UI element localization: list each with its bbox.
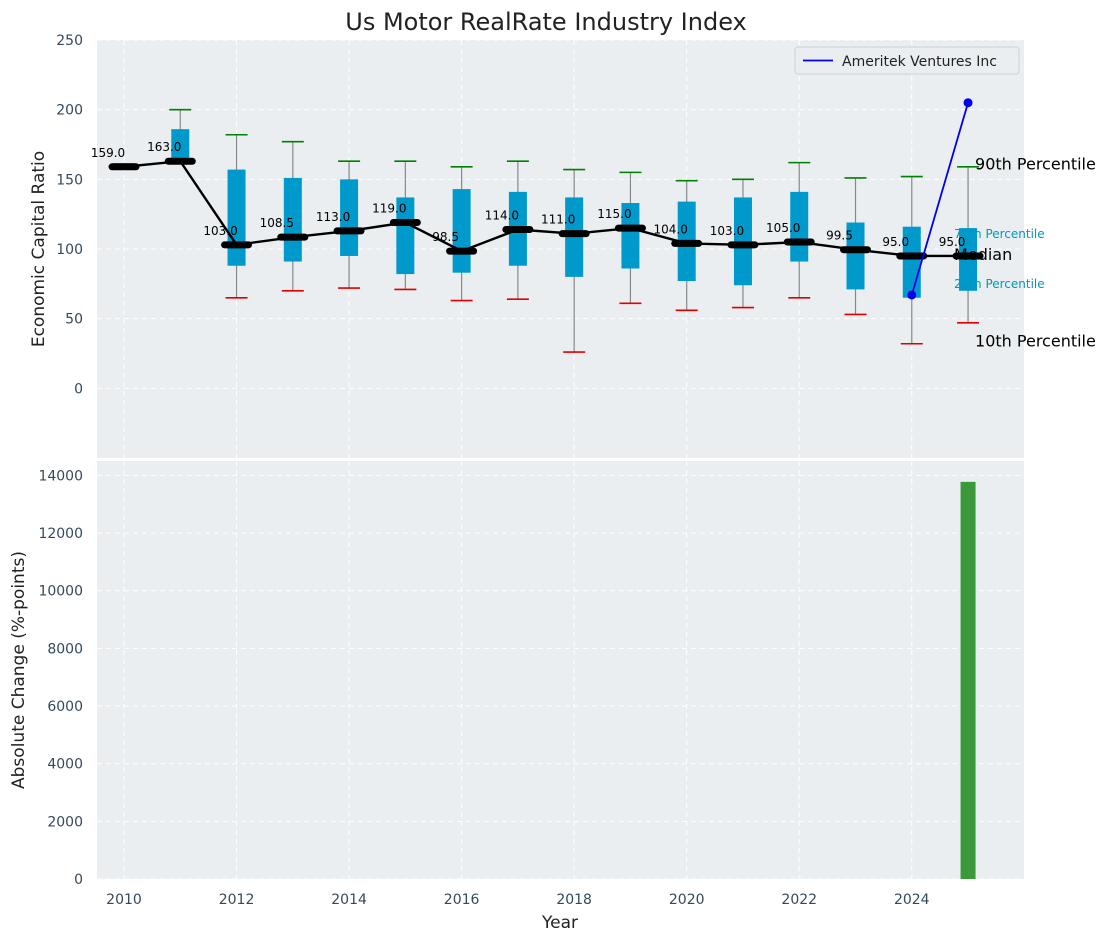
median-value-label: 119.0: [372, 202, 406, 216]
median-value-label: 163.0: [147, 140, 181, 154]
iqr-box: [227, 169, 246, 266]
iqr-box: [621, 203, 640, 269]
change-bar: [960, 481, 976, 879]
median-value-label: 111.0: [541, 213, 575, 227]
median-value-label: 103.0: [203, 224, 237, 238]
x-axis-label: Year: [541, 913, 578, 933]
chart-title: Us Motor RealRate Industry Index: [345, 8, 747, 36]
bottom-y-tick-label: 6000: [47, 699, 83, 715]
top-y-tick-label: 200: [56, 103, 83, 119]
company-point: [963, 98, 973, 108]
bottom-y-tick-label: 4000: [47, 757, 83, 773]
median-value-label: 114.0: [485, 208, 519, 222]
bar-plot-panel: 0 2000 4000 6000 8000 10000 12000 14000 2010 2012…: [38, 461, 1024, 908]
iqr-box: [846, 222, 865, 290]
median-value-label: 95.0: [939, 235, 966, 249]
legend-frame: [794, 46, 1020, 75]
iqr-box: [340, 179, 359, 256]
legend-entry: Ameritek Ventures Inc: [842, 54, 997, 70]
box-plot-panel: 0 50 100 150 200 250 159.0 163.0 103.0 108.5 113.0…: [56, 33, 1096, 458]
x-tick-label: 2014: [331, 892, 367, 908]
bottom-y-tick-label: 0: [74, 872, 83, 888]
legend: Ameritek Ventures Inc: [794, 46, 1020, 75]
top-y-tick-label: 100: [56, 242, 83, 258]
median-line: [123, 159, 969, 258]
bottom-y-tick-label: 12000: [38, 526, 83, 542]
median-value-label: 115.0: [597, 207, 631, 221]
x-tick-label: 2024: [894, 892, 930, 908]
iqr-box: [171, 129, 190, 162]
top-y-axis-label: Economic Capital Ratio: [29, 151, 49, 347]
top-y-tick-label: 150: [56, 172, 83, 188]
median-value-label: 98.5: [432, 230, 459, 244]
bottom-y-tick-label: 14000: [38, 468, 83, 484]
median-value-label: 95.0: [882, 235, 909, 249]
median-value-label: 103.0: [710, 224, 744, 238]
bottom-y-tick-label: 2000: [47, 814, 83, 830]
iqr-box: [396, 197, 415, 275]
company-line: [910, 102, 969, 296]
median-value-label: 113.0: [316, 210, 350, 224]
median-value-label: 99.5: [826, 229, 853, 243]
annotation-median: Median: [954, 245, 1012, 264]
chart-labels: Us Motor RealRate Industry Index Economic…: [9, 8, 747, 933]
bottom-y-tick-label: 10000: [38, 584, 83, 600]
median-value-label: 108.5: [260, 216, 294, 230]
x-tick-label: 2022: [781, 892, 817, 908]
annotation-p10: 10th Percentile: [975, 332, 1096, 351]
bottom-y-tick-label: 8000: [47, 641, 83, 657]
bottom-plot-background: [97, 461, 1024, 879]
median-value-label: 105.0: [766, 221, 800, 235]
top-y-tick-label: 0: [74, 381, 83, 397]
x-tick-label: 2018: [556, 892, 592, 908]
x-tick-label: 2016: [444, 892, 480, 908]
annotation-p75: 75th Percentile: [954, 227, 1045, 241]
top-y-tick-label: 250: [56, 33, 83, 49]
median-value-label: 159.0: [91, 146, 125, 160]
median-value-label: 104.0: [654, 222, 688, 236]
x-tick-label: 2020: [669, 892, 705, 908]
bottom-y-axis-label: Absolute Change (%-points): [9, 551, 29, 789]
x-tick-label: 2010: [106, 892, 142, 908]
top-y-tick-label: 50: [65, 312, 83, 328]
annotation-p25: 25th Percentile: [954, 277, 1045, 291]
annotation-p90: 90th Percentile: [975, 155, 1096, 174]
x-tick-label: 2012: [219, 892, 255, 908]
company-point: [907, 290, 917, 300]
